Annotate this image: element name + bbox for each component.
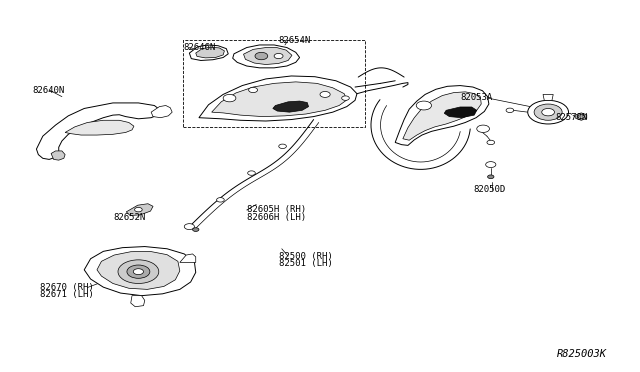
Text: 82671 (LH): 82671 (LH) — [40, 291, 93, 299]
Polygon shape — [151, 106, 172, 118]
Circle shape — [193, 228, 199, 231]
Polygon shape — [576, 113, 587, 120]
Polygon shape — [131, 296, 145, 307]
Circle shape — [248, 171, 255, 175]
Text: 82570N: 82570N — [556, 113, 588, 122]
Polygon shape — [395, 86, 489, 145]
Polygon shape — [51, 151, 65, 160]
Polygon shape — [189, 45, 228, 61]
Text: 82501 (LH): 82501 (LH) — [278, 259, 332, 268]
Circle shape — [184, 224, 195, 230]
Circle shape — [488, 175, 494, 179]
Text: 82654N: 82654N — [278, 36, 311, 45]
Circle shape — [541, 109, 554, 116]
Polygon shape — [543, 94, 553, 100]
Polygon shape — [180, 254, 196, 262]
Circle shape — [248, 87, 257, 93]
Polygon shape — [403, 92, 481, 140]
Polygon shape — [212, 82, 347, 116]
Circle shape — [133, 269, 143, 275]
Text: 82606H (LH): 82606H (LH) — [246, 213, 306, 222]
Circle shape — [255, 52, 268, 60]
Text: 82500 (RH): 82500 (RH) — [278, 251, 332, 261]
Circle shape — [506, 108, 514, 112]
Circle shape — [486, 161, 496, 167]
Text: 82652N: 82652N — [113, 213, 145, 222]
Polygon shape — [244, 48, 292, 64]
Polygon shape — [36, 103, 161, 160]
Polygon shape — [196, 47, 225, 58]
Circle shape — [127, 265, 150, 278]
Circle shape — [534, 104, 562, 120]
Circle shape — [416, 101, 431, 110]
Circle shape — [274, 54, 283, 59]
Circle shape — [528, 100, 568, 124]
Text: 82605H (RH): 82605H (RH) — [246, 205, 306, 215]
Polygon shape — [199, 76, 357, 121]
Circle shape — [118, 260, 159, 283]
Polygon shape — [126, 204, 153, 215]
Circle shape — [477, 125, 490, 132]
Text: R825003K: R825003K — [557, 349, 607, 359]
Circle shape — [487, 140, 495, 145]
Polygon shape — [444, 107, 477, 118]
Circle shape — [342, 96, 349, 100]
Polygon shape — [273, 101, 308, 112]
Circle shape — [279, 144, 286, 148]
Polygon shape — [97, 251, 180, 289]
Polygon shape — [233, 45, 300, 68]
Text: 82646N: 82646N — [183, 43, 215, 52]
Circle shape — [216, 198, 224, 202]
Text: 82053A: 82053A — [460, 93, 492, 102]
Circle shape — [223, 94, 236, 102]
Text: 82050D: 82050D — [473, 185, 505, 194]
Text: 82670 (RH): 82670 (RH) — [40, 283, 93, 292]
Circle shape — [578, 115, 584, 118]
Polygon shape — [84, 247, 196, 296]
Text: 82640N: 82640N — [32, 86, 64, 94]
Circle shape — [320, 92, 330, 97]
Polygon shape — [65, 120, 134, 135]
Circle shape — [134, 208, 142, 212]
